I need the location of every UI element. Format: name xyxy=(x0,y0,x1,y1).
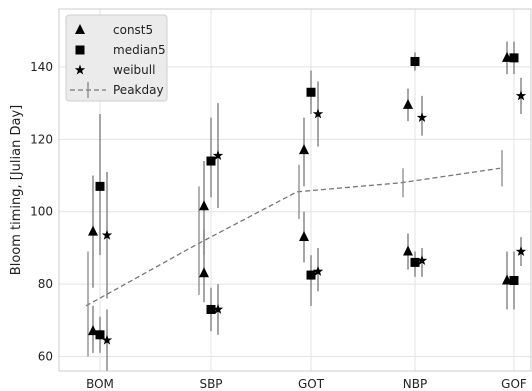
square-marker xyxy=(206,156,216,166)
x-tick-label: SBP xyxy=(199,377,222,391)
triangle-marker xyxy=(199,267,209,278)
star-marker xyxy=(515,90,527,101)
square-marker xyxy=(95,181,105,191)
star-marker xyxy=(416,255,428,266)
triangle-marker xyxy=(403,245,413,256)
star-marker xyxy=(312,108,324,119)
y-tick-label: 120 xyxy=(30,132,53,146)
triangle-marker xyxy=(199,200,209,211)
triangle-marker xyxy=(75,24,85,34)
square-marker xyxy=(206,304,216,314)
star-marker xyxy=(101,334,113,345)
square-marker xyxy=(509,276,519,285)
triangle-marker xyxy=(403,98,413,109)
y-tick-label: 140 xyxy=(30,60,53,74)
peakday-series xyxy=(85,150,503,357)
star-marker xyxy=(212,303,224,314)
markers xyxy=(88,51,527,345)
x-tick-label: NBP xyxy=(403,377,427,391)
star-marker xyxy=(212,150,224,161)
legend: const5 median5 weibull Peakday xyxy=(65,14,168,102)
legend-label: Peakday xyxy=(113,83,164,97)
legend-label: weibull xyxy=(113,63,155,77)
x-tick-label: GOF xyxy=(501,377,527,391)
y-tick-label: 60 xyxy=(38,350,53,364)
plot-frame xyxy=(58,8,532,372)
square-marker xyxy=(509,53,519,63)
legend-box xyxy=(65,14,168,102)
y-tick-label: 100 xyxy=(30,205,53,219)
triangle-marker xyxy=(88,225,98,236)
square-marker xyxy=(410,56,420,66)
star-marker xyxy=(515,246,527,256)
square-marker xyxy=(75,45,85,55)
x-tick-label: BOM xyxy=(86,377,114,391)
star-marker xyxy=(101,229,113,240)
triangle-marker xyxy=(299,231,309,242)
y-axis-label: Bloom timing, [Julian Day] xyxy=(9,105,24,275)
square-marker xyxy=(95,330,105,340)
triangle-marker xyxy=(299,144,309,155)
legend-label: const5 xyxy=(113,23,153,37)
star-marker xyxy=(416,112,428,123)
square-marker xyxy=(306,87,316,97)
peakday-line xyxy=(85,167,501,307)
y-axis-ticks: 60 80 100 120 140 xyxy=(30,60,53,364)
star-marker xyxy=(74,64,86,75)
square-marker xyxy=(410,257,420,267)
y-tick-label: 80 xyxy=(38,277,53,291)
x-tick-label: GOT xyxy=(298,377,325,391)
star-marker xyxy=(312,265,324,276)
square-marker xyxy=(306,270,316,280)
legend-label: median5 xyxy=(113,43,166,57)
x-axis-ticks: BOM SBP GOT NBP GOF xyxy=(86,377,527,391)
